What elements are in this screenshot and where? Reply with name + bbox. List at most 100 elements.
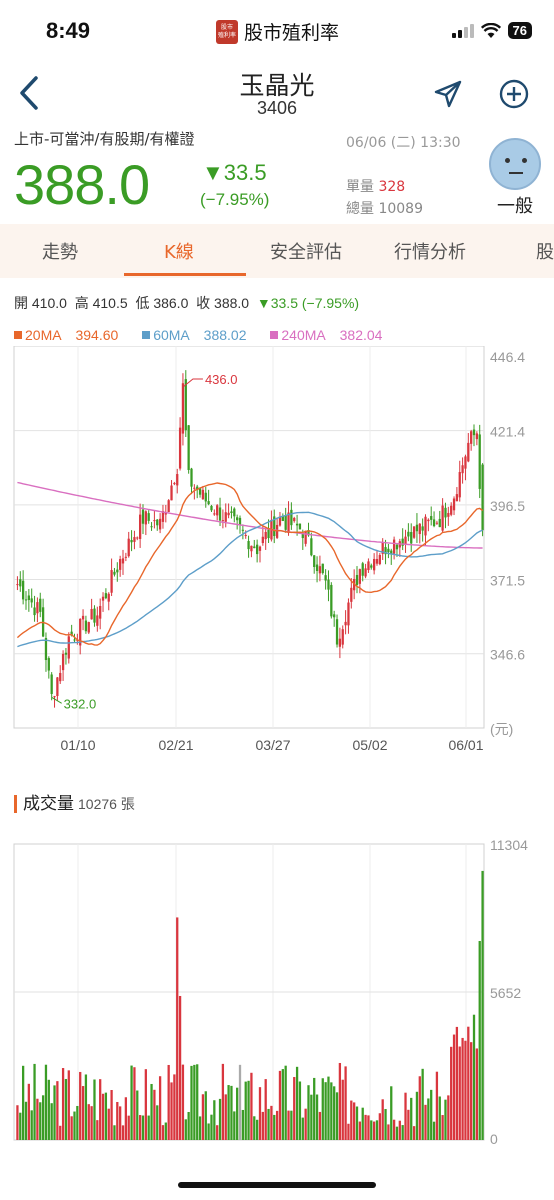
volume-bar xyxy=(255,1119,259,1140)
volume-bar xyxy=(427,1098,430,1140)
candle-body xyxy=(315,564,319,571)
back-chevron-icon[interactable] xyxy=(14,74,44,112)
candle-body xyxy=(367,561,370,571)
volume-bar xyxy=(150,1083,153,1140)
candle-body xyxy=(121,558,125,564)
status-bar: 8:49 股市 殖利率 股市殖利率 76 xyxy=(0,0,554,62)
volume-bar xyxy=(67,1070,70,1140)
min-annotation-label: 332.0 xyxy=(64,696,97,711)
candle-body xyxy=(170,485,173,501)
candle-body xyxy=(412,526,416,538)
tab-analysis[interactable]: 行情分析 xyxy=(394,242,466,263)
tab-trend[interactable]: 走勢 xyxy=(42,242,78,263)
candle-body xyxy=(21,580,25,600)
cellular-signal-icon xyxy=(451,23,474,38)
volume-bar xyxy=(264,1079,267,1140)
candle-body xyxy=(218,507,222,521)
tab-safety[interactable]: 安全評估 xyxy=(270,242,342,263)
volume-bar xyxy=(96,1120,99,1140)
candle-body xyxy=(458,472,461,498)
price-change-pct: (−7.95%) xyxy=(200,190,270,209)
candle-body xyxy=(141,509,145,524)
candle-body xyxy=(421,526,424,531)
volume-bar xyxy=(196,1064,199,1140)
candle-body xyxy=(253,546,256,549)
volume-bar xyxy=(438,1096,441,1140)
candle-body xyxy=(19,579,22,587)
candle-body xyxy=(381,542,384,554)
app-logo-icon: 股市 殖利率 xyxy=(216,19,238,44)
volume-bar xyxy=(218,1098,222,1140)
volume-bar xyxy=(207,1123,210,1140)
volume-bar xyxy=(73,1111,76,1140)
candle-body xyxy=(384,547,387,555)
volume-bar xyxy=(47,1079,50,1140)
app-logo-text: 股市 xyxy=(220,23,233,31)
volume-bar xyxy=(398,1120,401,1140)
volume-bar xyxy=(375,1120,379,1140)
volume-value: 10276 張 xyxy=(78,796,135,812)
tab-more[interactable]: 股 xyxy=(536,242,554,263)
volume-bar xyxy=(321,1078,324,1140)
min-annotation-line xyxy=(51,696,62,704)
open-value: 410.0 xyxy=(31,295,67,311)
candle-body xyxy=(213,513,216,515)
candle-body xyxy=(201,489,205,500)
candle-body xyxy=(452,498,456,511)
candle-body xyxy=(30,598,33,603)
volume-bar xyxy=(333,1086,336,1140)
candle-body xyxy=(378,554,381,565)
candle-body xyxy=(138,514,142,539)
share-icon[interactable] xyxy=(432,78,464,110)
candle-body xyxy=(287,512,290,533)
volume-bar xyxy=(355,1106,359,1140)
volume-bar xyxy=(87,1104,90,1140)
volume-bar xyxy=(247,1080,250,1140)
volume-chart[interactable]: 11304 5652 0 xyxy=(0,830,554,1150)
volume-bar xyxy=(318,1111,322,1140)
sentiment-indicator[interactable]: 一般 xyxy=(488,138,542,218)
candle-body xyxy=(415,524,419,532)
volume-bar xyxy=(158,1076,162,1140)
candle-body xyxy=(410,532,413,544)
volume-bar xyxy=(330,1082,333,1140)
volume-bar xyxy=(133,1067,136,1140)
x-tick-label: 03/27 xyxy=(255,737,290,753)
volume-bar xyxy=(173,1074,176,1140)
candle-body xyxy=(447,512,450,517)
candle-body xyxy=(344,621,347,626)
volume-bar xyxy=(458,1046,461,1140)
volume-bar xyxy=(121,1125,125,1140)
volume-bar xyxy=(64,1078,68,1140)
tab-kline[interactable]: K線 xyxy=(164,242,194,263)
volume-bar xyxy=(430,1089,433,1140)
y-tick-label: 421.4 xyxy=(490,424,525,440)
kline-chart[interactable]: 446.4 421.4 396.5 371.5 346.6 (元) 01/10 02/21 03… xyxy=(0,346,554,766)
volume-bar xyxy=(56,1081,59,1140)
candle-body xyxy=(127,538,130,557)
add-watchlist-icon[interactable] xyxy=(498,78,530,110)
candle-body xyxy=(193,487,196,489)
market-tags: 上市-可當沖/有股期/有權證 xyxy=(14,130,195,148)
home-indicator[interactable] xyxy=(178,1182,376,1188)
volume-bar xyxy=(424,1104,427,1140)
candle-body xyxy=(107,593,110,602)
candle-body xyxy=(284,515,287,530)
volume-bar xyxy=(447,1095,450,1140)
volume-bar xyxy=(452,1034,456,1140)
volume-bar xyxy=(30,1110,33,1140)
volume-bar xyxy=(250,1072,253,1140)
volume-bar xyxy=(184,1119,187,1140)
candle-body xyxy=(50,674,53,694)
volume-bar xyxy=(267,1108,270,1140)
candle-body xyxy=(295,523,299,526)
volume-bar xyxy=(53,1085,56,1140)
candle-body xyxy=(93,608,96,623)
candle-body xyxy=(79,618,82,646)
volume-bar xyxy=(315,1094,319,1140)
candle-body xyxy=(407,531,410,537)
x-tick-label: 05/02 xyxy=(352,737,387,753)
candle-body xyxy=(184,379,187,431)
total-volume: 總量 10089 xyxy=(346,201,423,217)
candle-body xyxy=(116,569,119,573)
